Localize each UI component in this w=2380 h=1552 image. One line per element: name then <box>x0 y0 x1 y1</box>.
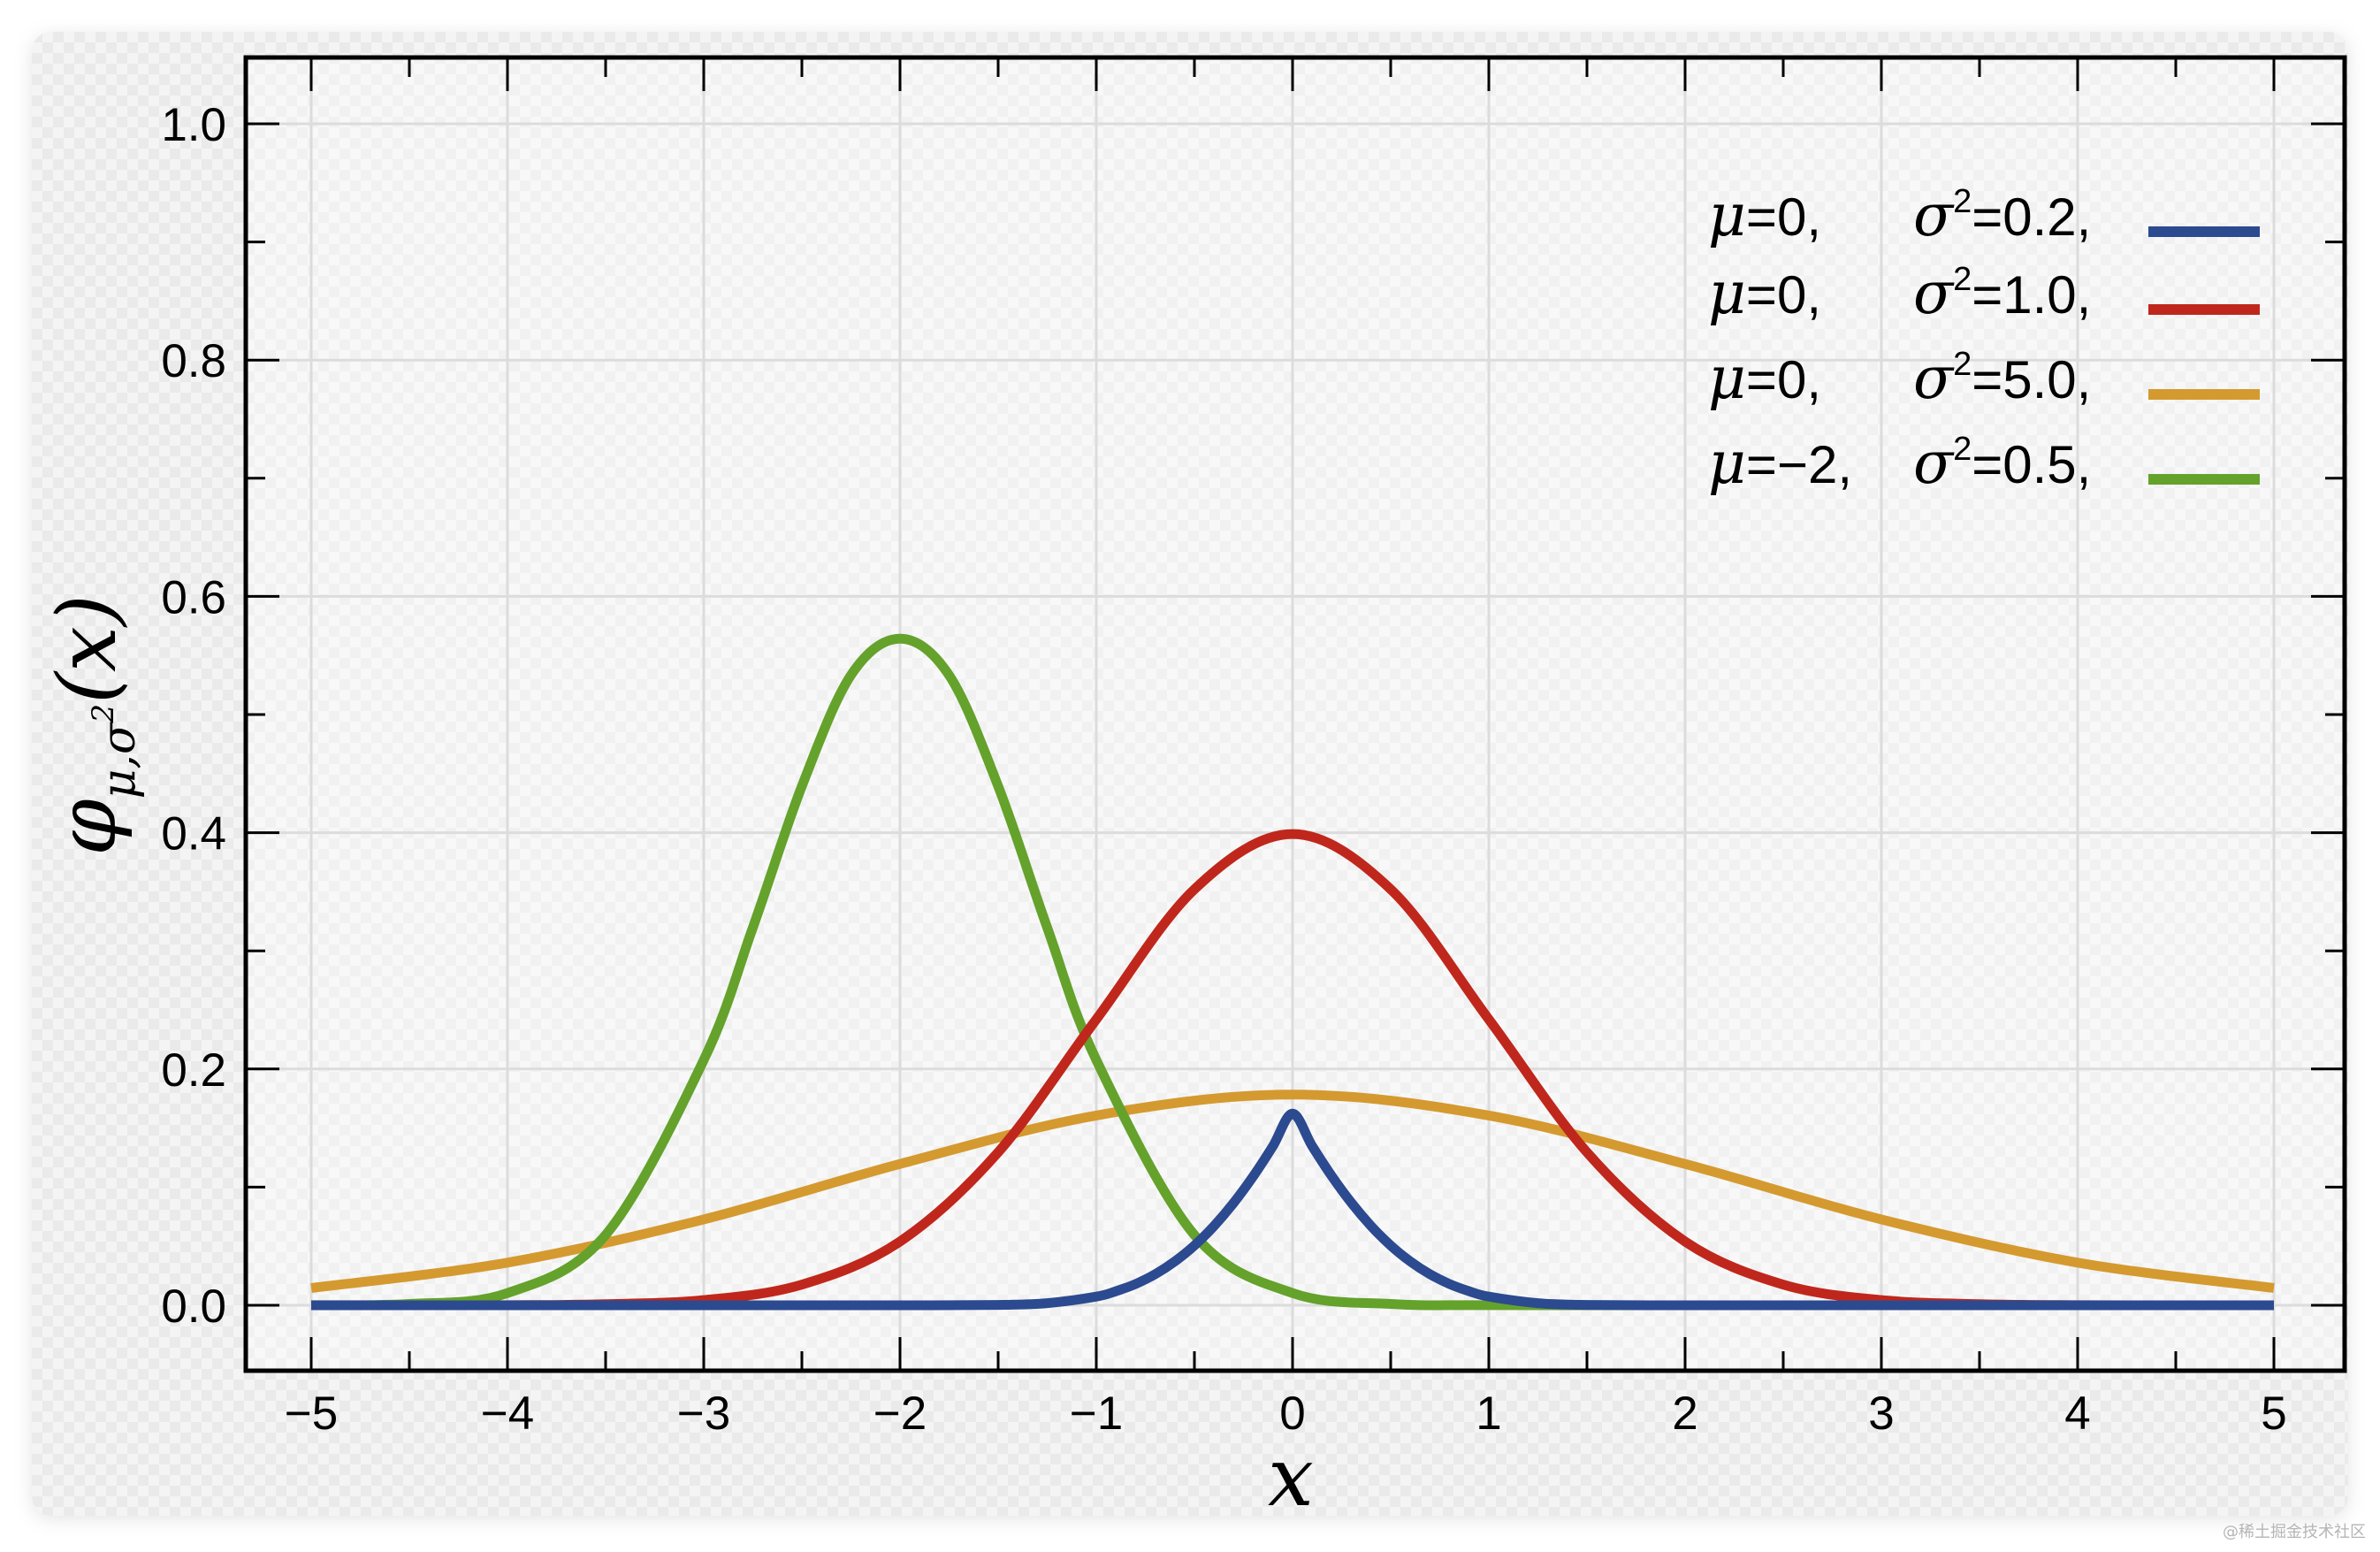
x-axis-label: x <box>1268 1430 1314 1525</box>
legend-sigma-text: σ2=1.0, <box>1913 259 2091 327</box>
y-tick-label: 0.6 <box>161 571 226 623</box>
x-tick-label: 2 <box>1672 1388 1697 1440</box>
legend-entry: μ=0, σ2=0.2, <box>1708 181 2260 249</box>
legend-mu-text: μ=0, <box>1708 344 1821 412</box>
x-tick-label: −3 <box>677 1388 730 1440</box>
x-tick-labels: −5 −4 −3 −2 −1 0 1 2 3 4 5 <box>285 1388 2287 1440</box>
legend-sigma-text: σ2=0.2, <box>1913 181 2091 249</box>
plot-frame <box>243 55 2347 1373</box>
series-line-2 <box>310 1089 2275 1293</box>
x-tick-label: 0 <box>1279 1388 1305 1440</box>
legend-entry: μ=0, σ2=5.0, <box>1708 344 2260 412</box>
y-tick-label: 0.8 <box>161 335 226 387</box>
grid-lines <box>246 57 2345 1371</box>
legend-entry: μ=−2, σ2=0.5, <box>1708 429 2260 497</box>
x-tick-label: −4 <box>481 1388 534 1440</box>
canvas-background <box>32 32 2348 1516</box>
y-axis-label-superscript: 2 <box>86 704 121 724</box>
x-tick-label: −1 <box>1070 1388 1123 1440</box>
legend-sigma-text: σ2=0.5, <box>1913 429 2091 497</box>
watermark: @稀土掘金技术社区 <box>2223 1523 2366 1541</box>
x-tick-label: −5 <box>285 1388 338 1440</box>
legend-mu-text: μ=−2, <box>1708 429 1852 497</box>
x-tick-label: 3 <box>1868 1388 1894 1440</box>
y-tick-label: 0.2 <box>161 1044 226 1097</box>
y-axis-label: φμ,σ2(x) <box>40 594 146 856</box>
y-axis-label-argument: (x) <box>40 594 134 704</box>
legend: μ=0, σ2=0.2, μ=0, σ2=1.0, μ=0, σ2=5.0, μ=−2, σ2… <box>1708 181 2260 497</box>
x-tick-label: 4 <box>2064 1388 2090 1440</box>
series-line-0 <box>311 1108 2274 1311</box>
series-lines <box>310 633 2275 1311</box>
legend-mu-text: μ=0, <box>1708 259 1821 327</box>
y-axis-label-symbol: φ <box>40 799 134 856</box>
legend-mu-text: μ=0, <box>1708 181 1821 249</box>
y-tick-label: 0.4 <box>161 808 226 860</box>
x-tick-label: 1 <box>1476 1388 1501 1440</box>
legend-sigma-text: σ2=5.0, <box>1913 344 2091 412</box>
legend-entry: μ=0, σ2=1.0, <box>1708 259 2260 327</box>
y-tick-label: 1.0 <box>161 99 226 151</box>
x-tick-label: −2 <box>873 1388 927 1440</box>
plot-area <box>246 57 2345 1371</box>
x-tick-label: 5 <box>2261 1388 2286 1440</box>
y-tick-labels: 0.0 0.2 0.4 0.6 0.8 1.0 <box>161 99 226 1333</box>
y-axis-label-subscript: μ,σ <box>93 722 146 799</box>
y-tick-label: 0.0 <box>161 1281 226 1333</box>
